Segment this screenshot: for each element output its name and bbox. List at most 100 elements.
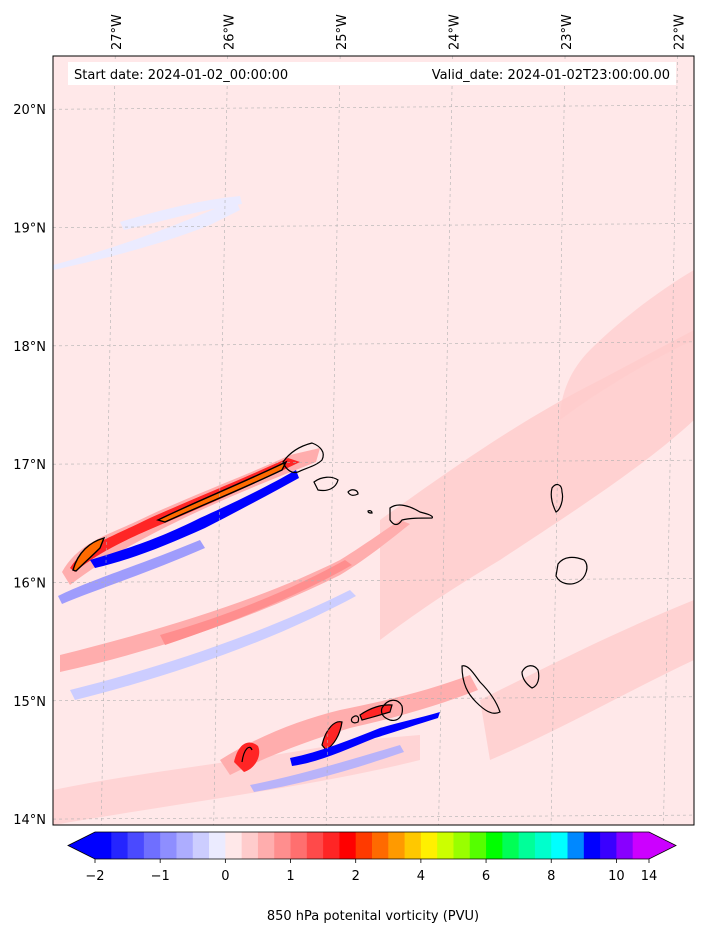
pv-jet-north-blue <box>90 470 299 568</box>
longitude-labels: 27°W 26°W 25°W 24°W 23°W 22°W <box>110 14 687 50</box>
meridian-gridline <box>325 56 341 825</box>
longitude-tick-label: 22°W <box>673 14 688 50</box>
island-brava <box>350 715 360 724</box>
latitude-tick-label: 20°N <box>13 103 46 118</box>
map-frame <box>52 55 695 826</box>
latitude-tick-label: 19°N <box>13 222 46 237</box>
meridian-gridline <box>100 56 116 825</box>
longitude-tick-label: 24°W <box>448 14 463 50</box>
colorbar-segment <box>502 832 520 859</box>
colorbar-segment <box>290 832 308 859</box>
pv-swath-north-blue-2 <box>120 196 242 230</box>
colorbar-tick-label: −1 <box>151 869 170 884</box>
island-santo-antao <box>282 442 324 474</box>
longitude-tick-label: 27°W <box>110 14 125 50</box>
colorbar-segment <box>225 832 243 859</box>
colorbar-tick-label: 10 <box>608 869 625 884</box>
colorbar-tick-label: 4 <box>417 869 425 884</box>
colorbar-segment <box>551 832 569 859</box>
parallel-gridline <box>53 578 694 583</box>
colorbar-segment <box>274 832 292 859</box>
colorbar-segment <box>143 832 161 859</box>
colorbar-segment <box>486 832 503 859</box>
pv-band-middle-core <box>160 560 352 645</box>
island-fogo <box>380 699 403 721</box>
colorbar-segment <box>111 832 129 859</box>
latitude-tick-label: 17°N <box>13 458 46 473</box>
parallel-gridline <box>53 104 694 110</box>
colorbar-segment <box>209 832 226 859</box>
pv-jet-south-lightblue <box>250 745 404 792</box>
colorbar-segment <box>583 832 601 859</box>
pv-band-middle-blue <box>70 590 356 700</box>
coastlines <box>241 442 588 763</box>
latitude-labels: 20°N 19°N 18°N 17°N 16°N 15°N 14°N <box>13 103 46 828</box>
colorbar-tick-label: −2 <box>85 869 104 884</box>
colorbar-segment <box>567 832 585 859</box>
pv-jet-north-orange <box>156 460 288 523</box>
pv-swath-ne <box>560 270 694 420</box>
latitude-tick-label: 16°N <box>13 576 46 591</box>
island-sao-vicente <box>313 476 339 492</box>
longitude-tick-label: 25°W <box>335 14 350 50</box>
meridian-gridline <box>550 56 566 825</box>
parallel-gridline <box>53 459 694 465</box>
colorbar-segment <box>95 832 112 859</box>
meridian-gridline <box>438 56 453 825</box>
colorbar-label: 850 hPa potenital vorticity (PVU) <box>267 909 479 924</box>
colorbar-segment <box>534 832 552 859</box>
pv-jet-north-lightblue <box>58 540 205 604</box>
latitude-tick-label: 18°N <box>13 340 46 355</box>
latitude-tick-label: 14°N <box>13 813 46 828</box>
pv-swath-north-blue <box>53 200 240 270</box>
colorbar-segment <box>176 832 194 859</box>
colorbar-segment <box>616 832 634 859</box>
latitude-tick-label: 15°N <box>13 695 46 710</box>
island-ilheu <box>367 510 373 514</box>
header-box <box>68 62 676 85</box>
pv-band-middle <box>60 520 410 672</box>
colorbar-tick-label: 2 <box>352 869 360 884</box>
colorbar-segment <box>241 832 259 859</box>
colorbar-segment <box>469 832 487 859</box>
colorbar-tick-label: 6 <box>482 869 490 884</box>
valid-date-label: Valid_date: 2024-01-02T23:00:00.00 <box>432 68 670 83</box>
colorbar <box>67 831 677 860</box>
parallel-gridline <box>53 341 694 347</box>
colorbar-segment <box>306 832 324 859</box>
colorbar-segment <box>437 832 454 859</box>
island-boa-vista <box>555 556 588 585</box>
colorbar-segment <box>339 832 357 859</box>
colorbar-segment <box>192 832 210 859</box>
pv-jet-south-red-1 <box>234 742 260 772</box>
colorbar-segment <box>453 832 471 859</box>
parallel-gridline <box>53 814 694 820</box>
pv-jet-south-red-3 <box>359 704 393 721</box>
meridian-gridline <box>663 56 678 825</box>
parallel-gridline <box>53 223 694 228</box>
colorbar-tick-label: 1 <box>286 869 294 884</box>
pv-field <box>53 196 694 825</box>
colorbar-segment <box>388 832 406 859</box>
pv-jet-north-orange-west <box>72 536 106 572</box>
island-maio <box>521 665 540 689</box>
parallel-gridline <box>53 696 694 702</box>
pv-swath-southeast <box>480 600 694 760</box>
pv-jet-south-red-2 <box>321 721 343 751</box>
pv-swath-lower <box>53 735 420 825</box>
island-sao-nicolau <box>389 504 433 526</box>
longitude-tick-label: 23°W <box>560 14 575 50</box>
start-date-label: Start date: 2024-01-02_00:00:00 <box>74 68 288 83</box>
longitude-tick-label: 26°W <box>223 14 238 50</box>
colorbar-segment <box>420 832 438 859</box>
gridlines <box>53 56 694 825</box>
colorbar-tick-label: 8 <box>547 869 555 884</box>
colorbar-segment <box>372 832 389 859</box>
colorbar-segment <box>160 832 177 859</box>
pv-jet-south-pink <box>220 675 478 775</box>
colorbar-tick-label: 0 <box>221 869 229 884</box>
colorbar-segment <box>127 832 145 859</box>
colorbar-segment <box>355 832 373 859</box>
